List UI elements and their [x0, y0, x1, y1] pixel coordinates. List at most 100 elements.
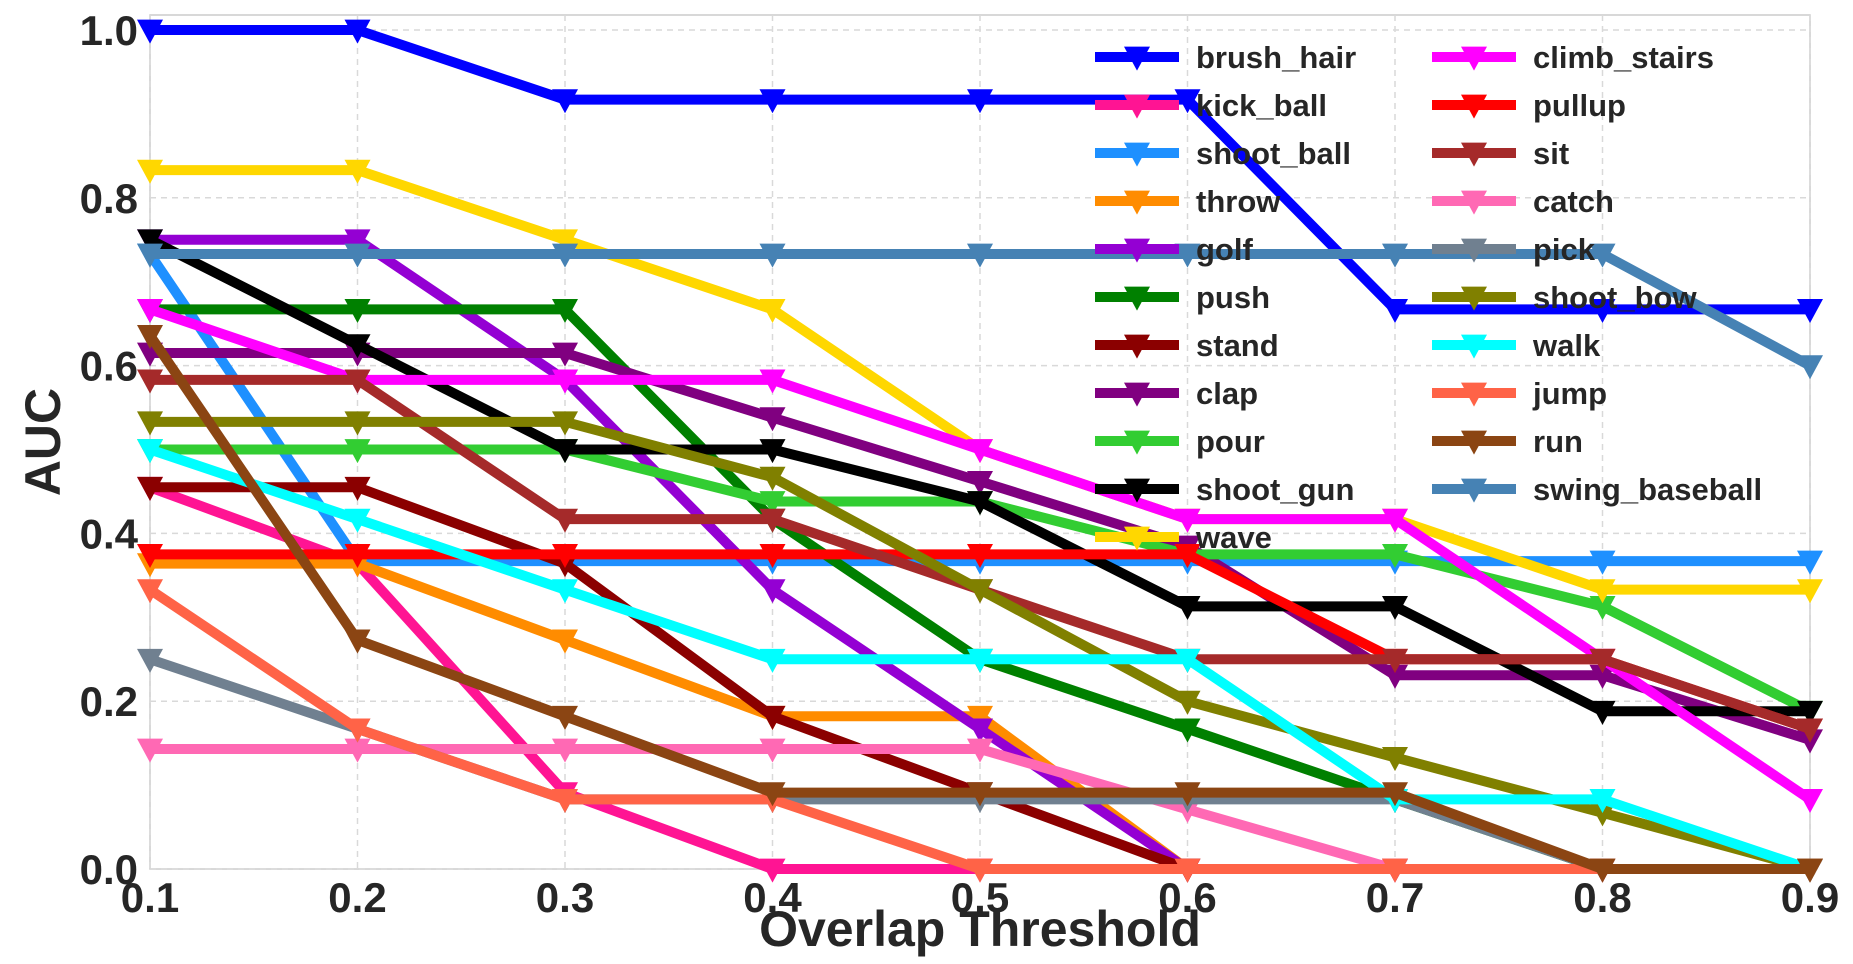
data-point: [344, 629, 371, 654]
data-point: [552, 738, 578, 763]
data-point: [344, 738, 371, 763]
x-tick-label: 0.6: [1158, 874, 1216, 921]
data-point: [1797, 718, 1823, 743]
data-point: [137, 579, 163, 604]
data-point: [1797, 858, 1823, 883]
legend-item: climb_stairs: [1432, 40, 1714, 75]
legend-marker: [1124, 286, 1150, 311]
data-point: [1174, 89, 1201, 114]
legend-label: wave: [1195, 520, 1272, 555]
data-point: [552, 439, 578, 464]
y-tick-label: 0.0: [80, 846, 138, 893]
legend-item: shoot_gun: [1095, 472, 1354, 507]
data-point: [967, 579, 993, 604]
legend-item: stand: [1095, 328, 1279, 363]
data-point: [1589, 579, 1616, 604]
data-point: [1797, 355, 1823, 380]
legend-item: swing_baseball: [1432, 472, 1762, 507]
x-tick-label: 0.5: [951, 874, 1009, 921]
data-point: [759, 491, 786, 516]
legend-label: pullup: [1533, 88, 1626, 123]
data-point: [759, 89, 786, 114]
data-point: [1382, 648, 1408, 673]
data-point: [967, 89, 993, 114]
legend-marker: [1461, 238, 1487, 263]
legend-item: catch: [1432, 184, 1614, 219]
legend-marker: [1124, 142, 1150, 167]
legend-label: swing_baseball: [1533, 472, 1762, 507]
legend-label: brush_hair: [1196, 40, 1356, 75]
legend-marker: [1124, 478, 1150, 503]
data-point: [1174, 543, 1201, 569]
legend-item: wave: [1095, 520, 1272, 555]
legend-item: pick: [1432, 232, 1596, 267]
data-point: [344, 718, 371, 743]
legend-item: push: [1095, 280, 1270, 315]
data-point: [1797, 579, 1823, 604]
legend-label: push: [1196, 280, 1270, 315]
data-point: [1382, 664, 1408, 689]
x-axis-label: Overlap Threshold: [759, 901, 1201, 957]
data-point: [759, 543, 786, 569]
legend-marker: [1124, 334, 1150, 359]
legend-label: kick_ball: [1196, 88, 1327, 123]
data-point: [759, 705, 786, 730]
data-point: [552, 342, 578, 367]
data-point: [1382, 298, 1408, 324]
data-point: [1589, 664, 1616, 689]
data-point: [1382, 543, 1408, 569]
data-point: [759, 466, 786, 491]
data-point: [1382, 243, 1408, 268]
data-point: [759, 508, 786, 533]
data-point: [344, 19, 371, 44]
y-tick-label: 1.0: [80, 7, 138, 54]
y-tick-label: 0.2: [80, 678, 138, 725]
legend-label: shoot_gun: [1196, 472, 1354, 507]
legend-item: shoot_bow: [1432, 280, 1697, 315]
data-point: [1174, 648, 1201, 673]
data-point: [137, 543, 163, 569]
series-swing-baseball: [137, 243, 1823, 380]
data-point: [1382, 782, 1408, 807]
data-point: [1797, 700, 1823, 725]
data-point: [967, 782, 993, 807]
legend-item: throw: [1095, 184, 1281, 219]
legend-marker: [1461, 46, 1487, 71]
legend-marker: [1124, 46, 1150, 71]
series-layer: [137, 19, 1823, 883]
y-axis-label: AUC: [15, 388, 71, 496]
data-point: [344, 334, 371, 359]
legend-label: run: [1533, 424, 1583, 459]
data-point: [1174, 508, 1201, 533]
data-point: [1174, 718, 1201, 743]
legend-label: walk: [1532, 328, 1601, 363]
legend-marker: [1461, 382, 1487, 407]
data-point: [552, 508, 578, 533]
legend-item: shoot_ball: [1095, 136, 1351, 171]
data-point: [1382, 747, 1408, 772]
data-point: [1174, 243, 1201, 268]
legend-item: pour: [1095, 424, 1265, 459]
data-point: [759, 858, 786, 883]
data-point: [759, 782, 786, 807]
data-point: [137, 476, 163, 501]
legend-marker: [1124, 238, 1150, 263]
legend-marker: [1461, 142, 1487, 167]
x-tick-label: 0.1: [121, 874, 179, 921]
legend-label: golf: [1196, 232, 1253, 267]
data-point: [344, 229, 371, 254]
data-point: [967, 470, 993, 496]
legend-item: pullup: [1432, 88, 1626, 123]
data-point: [1589, 595, 1616, 621]
x-tick-label: 0.7: [1366, 874, 1424, 921]
data-point: [759, 439, 786, 464]
data-point: [137, 19, 163, 44]
legend-item: sit: [1432, 136, 1569, 171]
y-tick-label: 0.4: [80, 510, 139, 557]
legend-item: golf: [1095, 232, 1253, 267]
data-point: [137, 369, 163, 394]
data-point: [967, 705, 993, 730]
data-point: [1382, 508, 1408, 533]
legend-label: catch: [1533, 184, 1614, 219]
